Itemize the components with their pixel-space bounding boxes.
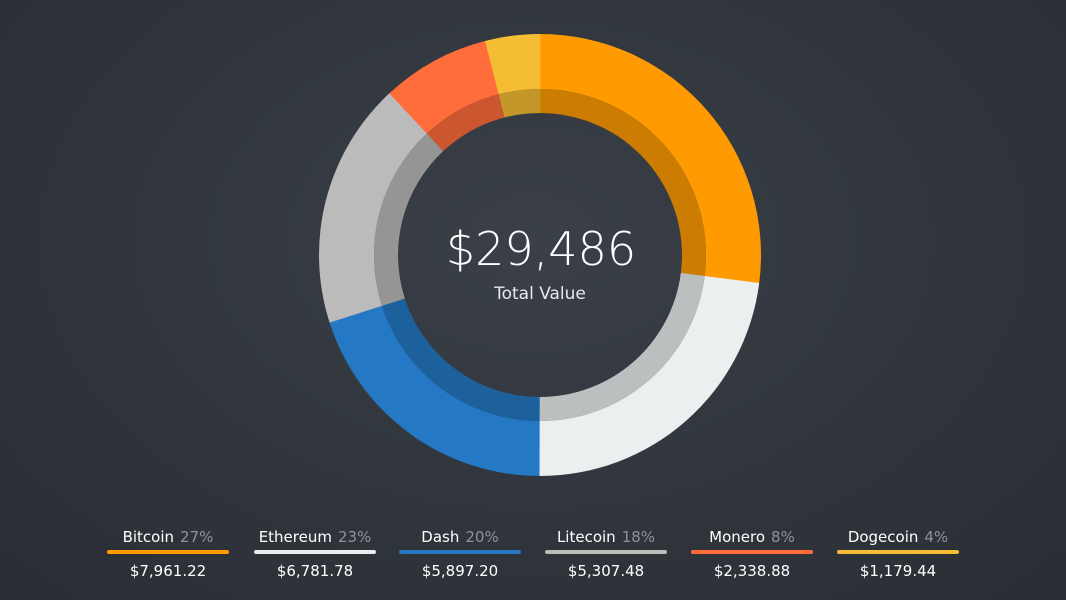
legend-name: Dogecoin [847,528,919,546]
legend: Bitcoin 27% $7,961.22 Ethereum 23% $6,781.78 D… [0,524,1066,584]
slice-inner-dogecoin [498,89,541,118]
legend-percent: 27% [180,528,214,546]
legend-color-bar [545,550,667,554]
legend-item-litecoin: Litecoin 18% $5,307.48 [544,524,668,586]
legend-color-bar [254,550,376,554]
total-value-label: Total Value [493,284,586,304]
legend-value: $6,781.78 [276,562,354,580]
slice-monero [389,40,500,134]
legend-item-dogecoin: Dogecoin 4% $1,179.44 [836,524,960,586]
legend-head: Dash 20% [398,524,522,550]
legend-name: Bitcoin [122,528,175,546]
total-value: $29,486 [446,222,636,276]
slice-bitcoin [540,34,761,284]
legend-percent: 8% [771,528,795,546]
slice-litecoin [319,93,428,323]
legend-head: Dogecoin 4% [836,524,960,550]
slice-inner-shade-bitcoin [540,89,706,277]
legend-color-bar [837,550,959,554]
legend-value: $1,179.44 [859,562,937,580]
legend-percent: 4% [924,528,949,546]
legend-head: Litecoin 18% [544,524,668,550]
legend-item-monero: Monero 8% $2,338.88 [690,524,814,586]
slice-inner-litecoin [374,133,444,306]
legend-head: Ethereum 23% [253,524,377,550]
slices-outer-ring [319,34,761,476]
slice-ethereum [539,275,760,476]
legend-item-ethereum: Ethereum 23% $6,781.78 [253,524,377,586]
legend-name: Litecoin [556,528,616,546]
legend-percent: 18% [621,528,656,546]
slice-inner-shade-dash [381,298,540,421]
slices-inner-ring [374,89,706,421]
legend-value: $5,897.20 [421,562,499,580]
legend-percent: 20% [465,528,499,546]
slice-inner-ethereum [539,272,705,421]
slice-dogecoin [485,34,541,95]
legend-value: $2,338.88 [713,562,791,580]
legend-name: Monero [709,528,766,546]
slice-inner-shade-dogecoin [498,89,541,118]
slice-inner-monero [426,94,505,152]
slice-inner-dash [381,298,540,421]
legend-head: Monero 8% [690,524,814,550]
slice-inner-bitcoin [540,89,706,277]
legend-color-bar [399,550,521,554]
legend-item-bitcoin: Bitcoin 27% $7,961.22 [106,524,230,586]
slice-dash [329,305,540,476]
slice-inner-shade-litecoin [374,133,444,306]
slice-inner-shade-ethereum [539,272,705,421]
legend-head: Bitcoin 27% [106,524,230,550]
legend-percent: 23% [337,528,372,546]
legend-name: Ethereum [258,528,332,546]
legend-color-bar [107,550,229,554]
legend-color-bar [691,550,813,554]
legend-value: $7,961.22 [129,562,207,580]
slice-inner-shade-monero [426,94,505,152]
legend-value: $5,307.48 [567,562,645,580]
legend-item-dash: Dash 20% $5,897.20 [398,524,522,586]
legend-name: Dash [421,528,460,546]
